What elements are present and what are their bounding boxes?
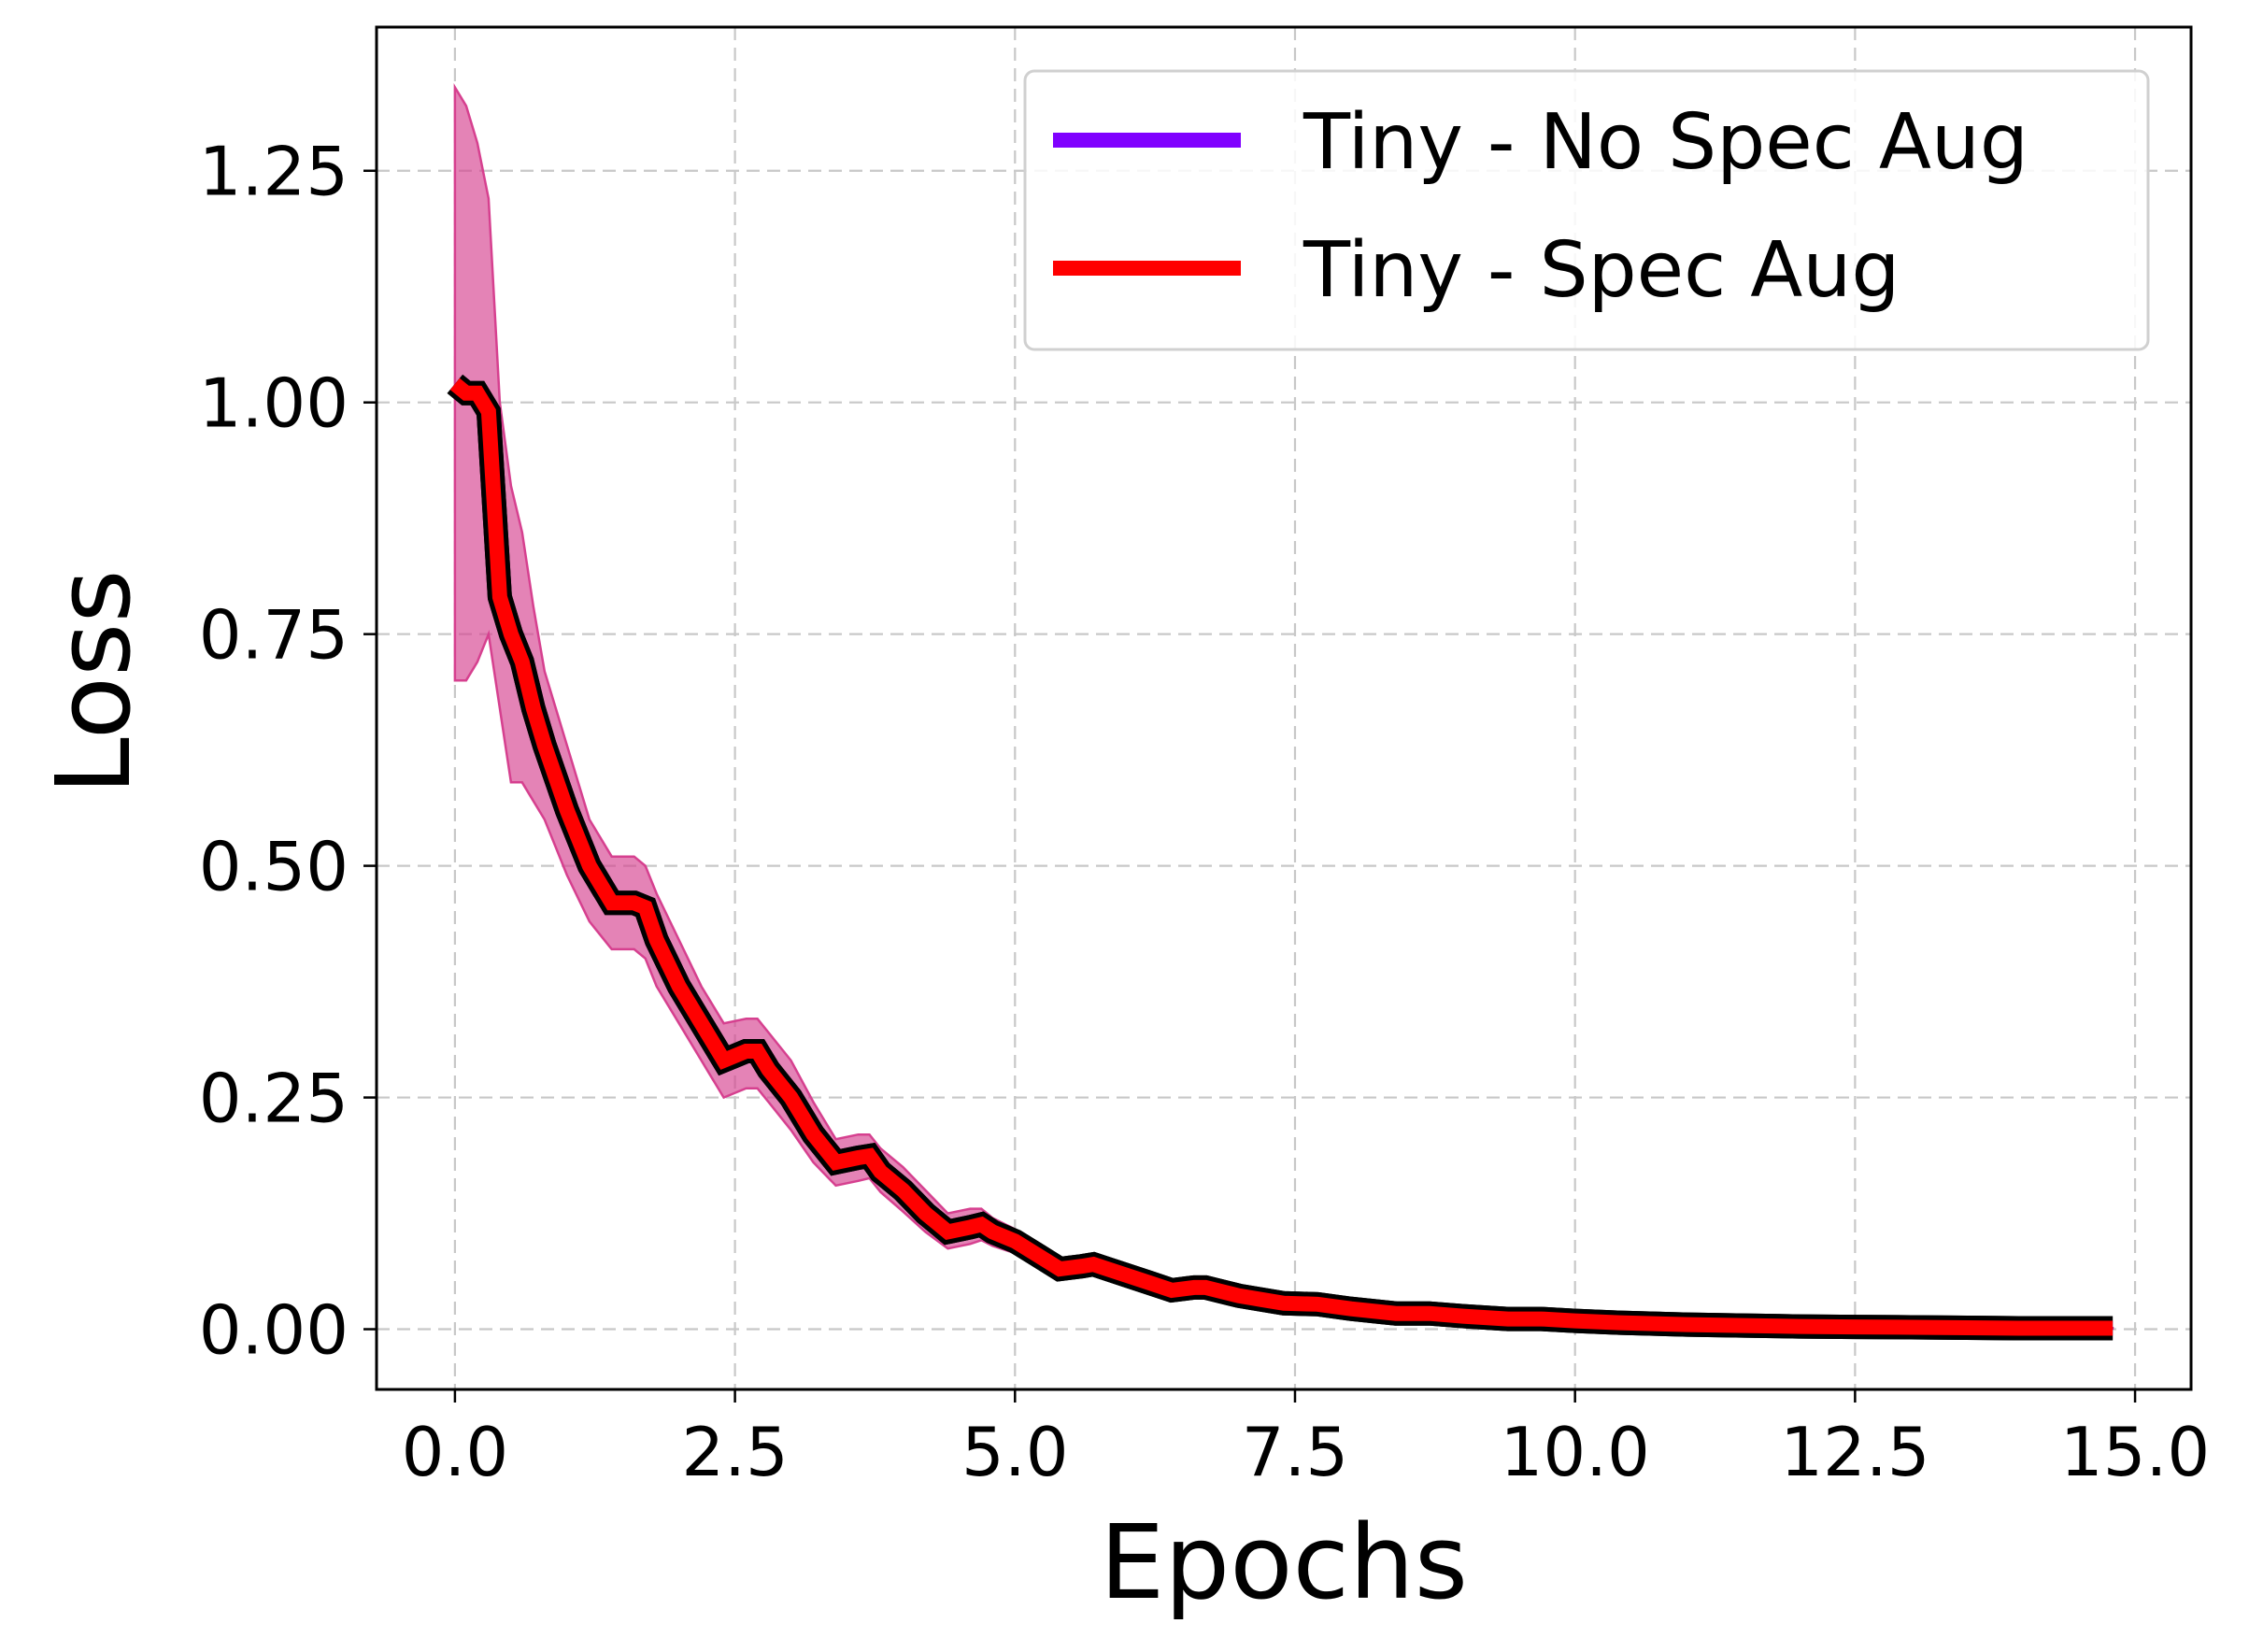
y-tick-label: 0.25 [199,1060,349,1138]
y-tick-label: 0.75 [199,596,349,675]
y-tick-label: 0.00 [199,1291,349,1370]
y-tick-label: 1.25 [199,133,349,211]
legend-label-no-spec-aug: Tiny - No Spec Aug [1302,98,2028,187]
y-tick-label: 0.50 [199,828,349,906]
x-tick-label: 2.5 [681,1413,789,1491]
x-tick-label: 15.0 [2060,1413,2210,1491]
x-tick-label: 5.0 [961,1413,1069,1491]
series-lines [447,374,2114,1341]
x-tick-label: 0.0 [402,1413,509,1491]
plot-area-frame [375,25,2193,1391]
x-tick-label: 7.5 [1242,1413,1349,1491]
legend-label-spec-aug: Tiny - Spec Aug [1302,226,1900,315]
y-axis-title: Loss [34,569,153,794]
series-line-spec-aug [449,377,2114,1336]
x-axis-title: Epochs [1100,1502,1468,1622]
y-tick-label: 1.00 [199,364,349,443]
x-tick-label: 12.5 [1780,1413,1929,1491]
axis-ticks: 0.0 2.5 5.0 7.5 10.0 12.5 15.0 0.00 0.25 0.50 0.75… [199,133,2211,1491]
legend-box [1023,69,2150,351]
x-tick-label: 10.0 [1501,1413,1650,1491]
legend: Tiny - No Spec Aug Tiny - Spec Aug [1023,69,2150,351]
